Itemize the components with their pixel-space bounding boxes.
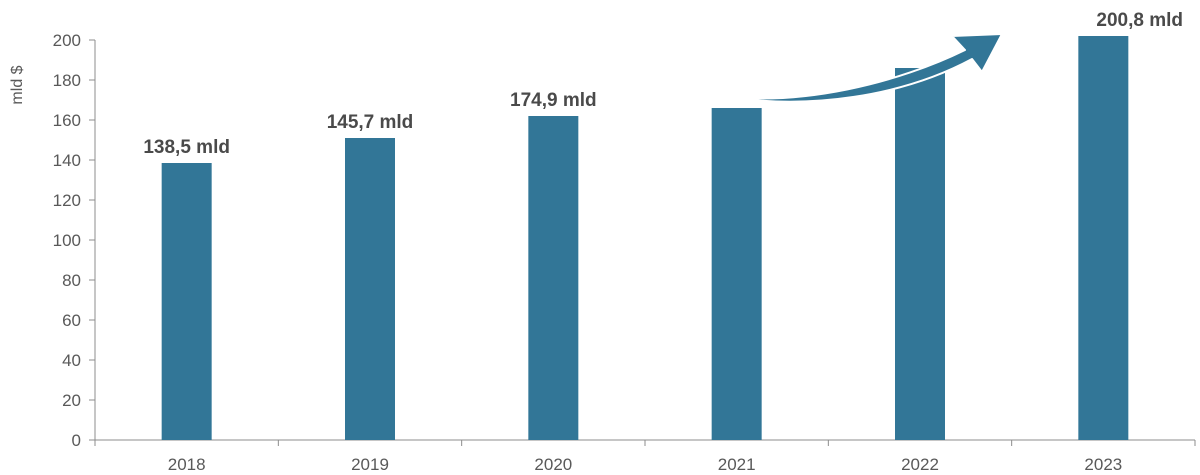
y-tick-label: 60 <box>62 311 81 330</box>
x-axis-labels: 2018 2019 2020 2021 2022 2023 <box>168 455 1122 474</box>
bars <box>161 36 1129 440</box>
bar-2023 <box>1078 36 1129 440</box>
trend-arrow-icon <box>714 33 1003 103</box>
data-label: 174,9 mld <box>510 90 597 111</box>
x-tick-label: 2021 <box>718 455 756 474</box>
data-label: 138,5 mld <box>143 137 230 158</box>
data-labels: 138,5 mld 145,7 mld 174,9 mld 200,8 mld <box>143 10 1183 158</box>
y-tick-label: 20 <box>62 391 81 410</box>
y-tick-label: 0 <box>72 431 81 450</box>
data-label: 145,7 mld <box>327 112 414 133</box>
y-axis-title: mld $ <box>9 65 26 104</box>
x-tick-label: 2019 <box>351 455 389 474</box>
y-tick-label: 40 <box>62 351 81 370</box>
x-tick-label: 2022 <box>901 455 939 474</box>
bar-2021 <box>711 108 762 440</box>
data-label: 200,8 mld <box>1096 10 1183 31</box>
bar-2018 <box>161 163 212 440</box>
y-tick-label: 160 <box>53 111 81 130</box>
y-tick-label: 140 <box>53 151 81 170</box>
y-tick-label: 180 <box>53 71 81 90</box>
x-tick-label: 2018 <box>168 455 206 474</box>
bar-2020 <box>528 116 579 440</box>
x-tick-label: 2020 <box>534 455 572 474</box>
y-tick-label: 100 <box>53 231 81 250</box>
bar-2022 <box>895 68 945 440</box>
bar-2019 <box>345 138 395 440</box>
y-axis-ticks: 0 20 40 60 80 100 120 140 160 180 200 <box>53 31 1196 450</box>
x-tick-label: 2023 <box>1084 455 1122 474</box>
y-tick-label: 80 <box>62 271 81 290</box>
y-tick-label: 200 <box>53 31 81 50</box>
y-tick-label: 120 <box>53 191 81 210</box>
